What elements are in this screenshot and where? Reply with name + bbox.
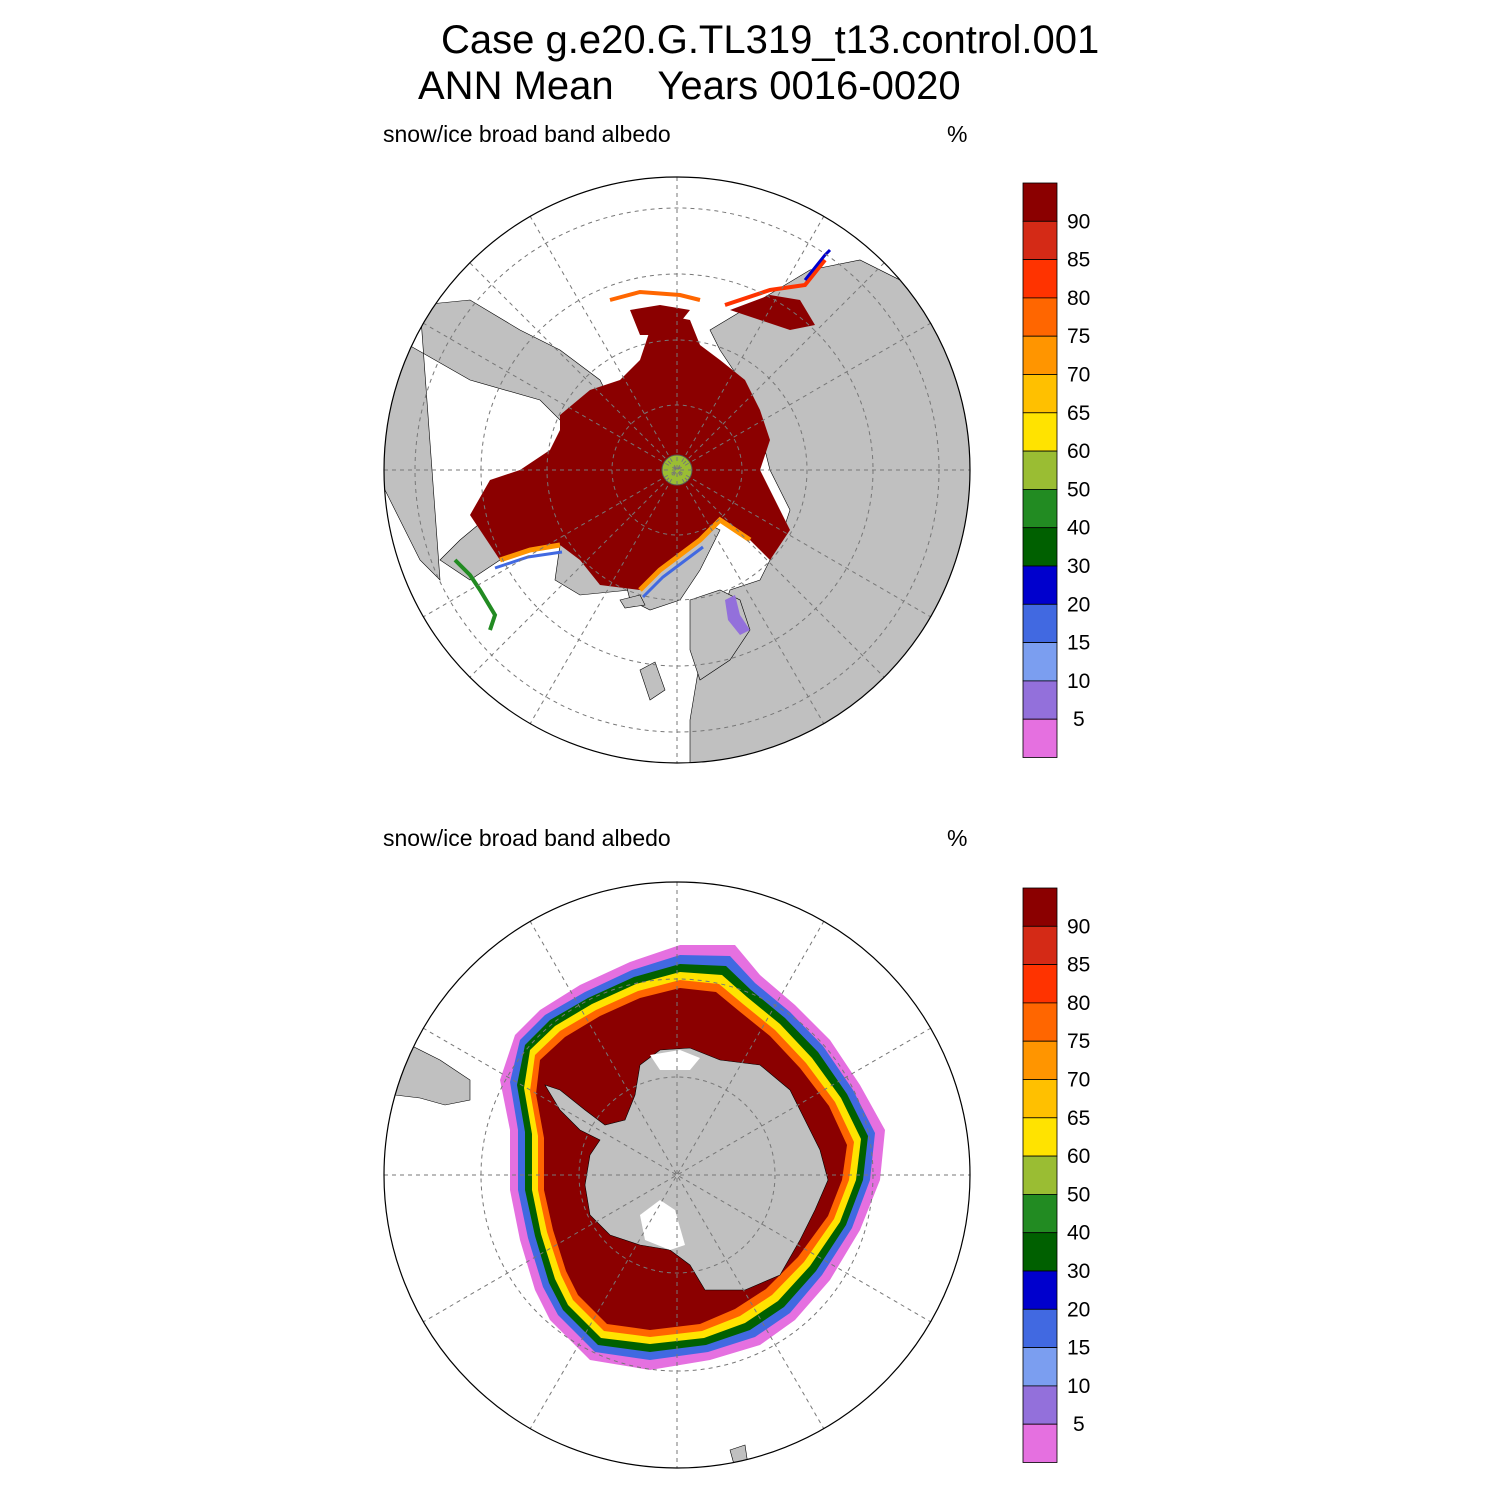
arctic-colorbar-swatch (1022, 412, 1058, 452)
antarctic-units-label: % (947, 825, 968, 851)
okhotsk-ice-outer (803, 248, 832, 281)
arctic-colorbar-tick-label: 85 (1067, 249, 1090, 272)
antarctic-colorbar-tick-label: 80 (1067, 992, 1090, 1015)
hudson-ice-fringe (453, 558, 498, 631)
antarctic-colorbar-tick-label: 65 (1067, 1107, 1090, 1130)
antarctic-colorbar-swatch (1022, 1232, 1058, 1272)
antarctic-colorbar-tick-label: 5 (1073, 1413, 1085, 1436)
arctic-colorbar-swatch (1022, 565, 1058, 605)
antarctic-colorbar-tick-label: 30 (1067, 1260, 1090, 1283)
antarctic-colorbar-tick-label: 85 (1067, 954, 1090, 977)
arctic-colorbar-tick-label: 60 (1067, 440, 1090, 463)
arctic-colorbar-tick-label: 20 (1067, 593, 1090, 616)
antarctic-colorbar-tick-label: 50 (1067, 1183, 1090, 1206)
antarctic-colorbar-swatch (1022, 1270, 1058, 1310)
bering-ice-fringe (609, 289, 701, 302)
arctic-colorbar-tick-label: 65 (1067, 402, 1090, 425)
arctic-colorbar-tick-label: 15 (1067, 632, 1090, 655)
arctic-colorbar-tick-label: 30 (1067, 555, 1090, 578)
arctic-colorbar-tick-label: 5 (1073, 708, 1085, 731)
antarctic-colorbar-swatch (1022, 1308, 1058, 1349)
arctic-colorbar-swatch (1022, 335, 1058, 375)
antarctic-colorbar-tick-label: 40 (1067, 1222, 1090, 1245)
arctic-variable-label: snow/ice broad band albedo (383, 121, 671, 147)
antarctic-colorbar-swatch (1022, 964, 1058, 1004)
arctic-colorbar-tick-label: 75 (1067, 325, 1090, 348)
antarctic-colorbar: 90 85 80 75 70 65 60 50 40 30 20 15 10 5 (1022, 887, 1090, 1463)
arctic-colorbar-tick-label: 10 (1067, 670, 1090, 693)
arctic-colorbar-swatch (1022, 297, 1058, 337)
arctic-colorbar-tick-label: 50 (1067, 478, 1090, 501)
bering-ice-patch (630, 305, 690, 335)
antarctic-colorbar-swatch (1022, 1155, 1058, 1195)
antarctic-colorbar-tick-label: 70 (1067, 1069, 1090, 1092)
antarctic-colorbar-swatch (1022, 1002, 1058, 1042)
arctic-map-border (383, 176, 971, 764)
arctic-colorbar-swatch (1022, 680, 1058, 720)
arctic-colorbar: 90 85 80 75 70 65 60 50 40 30 20 15 10 5 (1022, 182, 1090, 758)
baltic-ice-patch (725, 595, 750, 635)
okhotsk-ice-fringe (724, 258, 827, 307)
antarctic-colorbar-swatch (1022, 887, 1058, 927)
arctic-sea-ice-core (470, 315, 790, 590)
arctic-colorbar-swatch (1022, 642, 1058, 682)
arctic-colorbar-swatch (1022, 450, 1058, 490)
arctic-colorbar-tick-label: 90 (1067, 210, 1090, 233)
antarctic-graticule (384, 882, 970, 1468)
arctic-ice-edge-outer (494, 545, 704, 599)
antarctic-colorbar-tick-label: 60 (1067, 1145, 1090, 1168)
okhotsk-ice-patch (730, 295, 815, 330)
antarctic-polar-map (383, 881, 971, 1469)
arctic-colorbar-swatch (1022, 603, 1058, 643)
antarctic-colorbar-swatch (1022, 1079, 1058, 1119)
antarctic-colorbar-swatch (1022, 925, 1058, 965)
arctic-colorbar-swatch (1022, 182, 1058, 222)
arctic-colorbar-swatch (1022, 718, 1058, 758)
antarctic-colorbar-swatch (1022, 1385, 1058, 1425)
antarctic-colorbar-swatch (1022, 1423, 1058, 1463)
antarctic-colorbar-tick-label: 20 (1067, 1298, 1090, 1321)
antarctic-colorbar-swatch (1022, 1194, 1058, 1234)
antarctic-colorbar-tick-label: 15 (1067, 1337, 1090, 1360)
antarctic-colorbar-tick-label: 75 (1067, 1030, 1090, 1053)
antarctic-colorbar-swatch (1022, 1347, 1058, 1387)
antarctic-colorbar-swatch (1022, 1117, 1058, 1157)
arctic-ice-edge-fringe (499, 516, 752, 592)
arctic-colorbar-swatch (1022, 220, 1058, 261)
ross-ice-shelf (640, 1200, 685, 1250)
plot-subtitle: ANN Mean Years 0016-0020 (418, 64, 961, 108)
arctic-colorbar-swatch (1022, 374, 1058, 414)
antarctic-variable-label: snow/ice broad band albedo (383, 825, 671, 851)
arctic-colorbar-tick-label: 80 (1067, 287, 1090, 310)
iceland-landmass (619, 594, 646, 609)
antarctic-map-border (383, 881, 971, 1469)
weddell-ice-shelf (650, 1050, 700, 1070)
arctic-polar-map (383, 176, 971, 764)
arctic-colorbar-swatch (1022, 259, 1058, 299)
arctic-units-label: % (947, 121, 968, 147)
arctic-colorbar-swatch (1022, 527, 1058, 567)
british-isles-landmass (639, 661, 666, 701)
arctic-colorbar-tick-label: 70 (1067, 364, 1090, 387)
plot-title: Case g.e20.G.TL319_t13.control.001 (441, 18, 1100, 62)
arctic-colorbar-swatch (1022, 488, 1058, 529)
antarctic-colorbar-tick-label: 10 (1067, 1375, 1090, 1398)
antarctic-colorbar-swatch (1022, 1040, 1058, 1080)
arctic-colorbar-tick-label: 40 (1067, 517, 1090, 540)
arctic-graticule (384, 177, 970, 763)
antarctic-colorbar-tick-label: 90 (1067, 915, 1090, 938)
